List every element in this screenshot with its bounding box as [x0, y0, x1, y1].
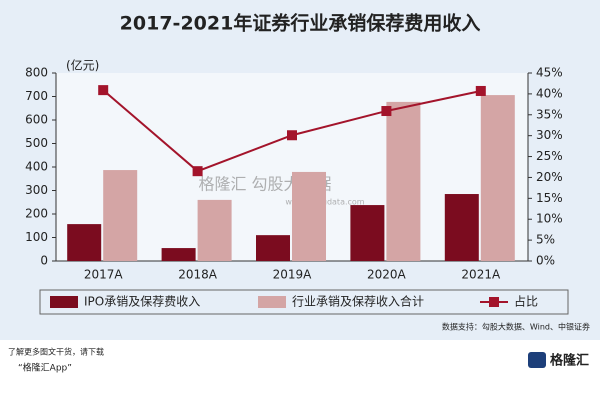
bar [197, 199, 232, 261]
bar [350, 205, 385, 261]
y-tick-label: 800 [25, 66, 48, 80]
y-tick-label: 400 [25, 160, 48, 174]
legend-swatch [258, 296, 286, 308]
line-marker [98, 85, 109, 96]
bar [256, 235, 290, 261]
bar [67, 224, 102, 261]
source: 数据支持：勾股大数据、Wind、中银证券 [442, 322, 590, 332]
logo-icon [528, 352, 546, 368]
legend-label: 行业承销及保荐收入合计 [292, 294, 424, 309]
y2-tick-label: 35% [536, 107, 563, 121]
footer-text: 了解更多图文干货，请下载 [8, 347, 104, 357]
y-tick-label: 0 [40, 254, 48, 268]
legend-box [39, 289, 569, 315]
chart-title: 2017-2021年证券行业承销保荐费用收入 [120, 12, 481, 35]
bar [292, 171, 326, 261]
legend-swatch [489, 297, 499, 307]
x-tick-label: 2017A [84, 268, 124, 282]
y-tick-label: 700 [25, 89, 48, 103]
y-tick-label: 500 [25, 136, 48, 150]
y2-tick-label: 20% [536, 170, 563, 184]
bar [161, 248, 196, 261]
y-tick-label: 200 [25, 207, 48, 221]
y2-tick-label: 10% [536, 212, 563, 226]
line-marker [475, 85, 486, 96]
bar [103, 170, 138, 261]
y-axis-label: (亿元) [66, 58, 99, 73]
x-tick-label: 2019A [273, 268, 313, 282]
y2-tick-label: 0% [536, 254, 555, 268]
y2-tick-label: 15% [536, 191, 563, 205]
line-marker [192, 166, 203, 177]
bar [444, 194, 479, 261]
legend-label: 占比 [514, 294, 538, 309]
y2-tick-label: 30% [536, 128, 563, 142]
x-tick-label: 2018A [178, 268, 218, 282]
y2-tick-label: 25% [536, 149, 563, 163]
bar [386, 101, 421, 261]
line-marker [287, 130, 297, 141]
y2-tick-label: 5% [536, 233, 555, 247]
y-tick-label: 300 [25, 183, 48, 197]
y2-tick-label: 45% [536, 66, 563, 80]
footer-background [0, 340, 600, 401]
y2-tick-label: 40% [536, 86, 563, 100]
legend-label: IPO承销及保荐费收入 [84, 295, 200, 309]
y-tick-label: 600 [25, 113, 48, 127]
x-tick-label: 2020A [367, 268, 407, 282]
x-tick-label: 2021A [461, 268, 501, 282]
y-tick-label: 100 [25, 230, 48, 244]
legend-swatch [50, 296, 78, 308]
bar [480, 95, 515, 261]
logo: 格隆汇 [550, 353, 589, 369]
line-marker [381, 106, 392, 117]
footer-text: “格隆汇App” [18, 362, 72, 374]
